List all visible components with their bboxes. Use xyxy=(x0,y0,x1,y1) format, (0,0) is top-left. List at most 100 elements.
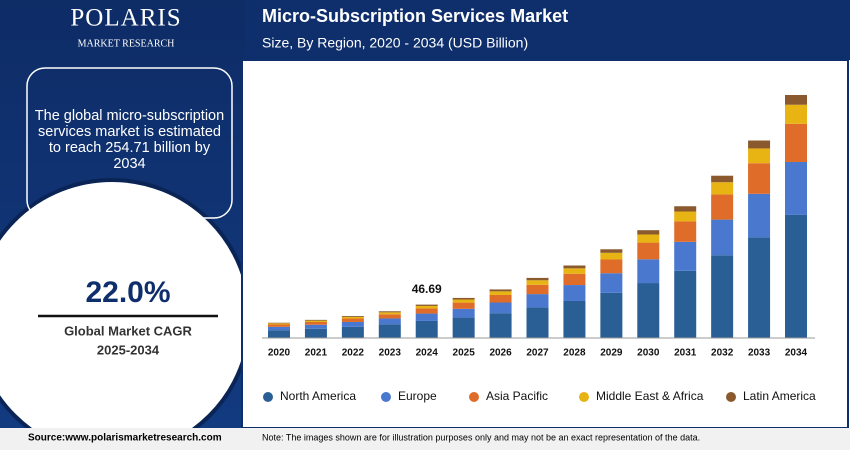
bar-segment xyxy=(304,319,327,321)
cagr-period: 2025-2034 xyxy=(97,342,160,357)
bar-segment xyxy=(526,277,549,281)
legend-label: Europe xyxy=(398,389,437,403)
bar-segment xyxy=(711,182,734,195)
legend-marker xyxy=(469,392,479,402)
bar-segment xyxy=(600,259,623,274)
x-tick-label: 2031 xyxy=(674,348,697,359)
x-tick-label: 2020 xyxy=(268,348,291,359)
legend-marker xyxy=(579,392,589,402)
bar-segment xyxy=(674,270,697,338)
bar-segment xyxy=(711,175,734,183)
bar-segment xyxy=(563,300,586,338)
bar-segment xyxy=(452,299,475,303)
legend-label: Latin America xyxy=(743,389,816,403)
bar-segment xyxy=(748,193,771,238)
bar-segment xyxy=(304,320,327,322)
bar-segment xyxy=(415,313,438,321)
x-tick-label: 2033 xyxy=(748,348,771,359)
bar-segment xyxy=(748,148,771,164)
callout-label: 46.69 xyxy=(412,282,442,296)
x-tick-label: 2021 xyxy=(305,348,328,359)
bar-segment xyxy=(415,308,438,314)
bar-segment xyxy=(268,330,290,338)
bar-segment xyxy=(563,273,586,286)
bar-segment xyxy=(341,326,364,338)
bar-segment xyxy=(452,297,475,300)
bar-segment xyxy=(415,305,438,309)
bar-segment xyxy=(563,268,586,274)
x-tick-label: 2026 xyxy=(489,348,512,359)
x-tick-label: 2023 xyxy=(379,348,402,359)
bar-segment xyxy=(378,312,401,315)
bar-segment xyxy=(415,304,438,306)
legend-label: Middle East & Africa xyxy=(596,389,704,403)
bar-segment xyxy=(268,324,290,327)
bar-segment xyxy=(711,194,734,220)
chart-frame xyxy=(241,59,849,429)
x-tick-label: 2027 xyxy=(526,348,549,359)
bar-segment xyxy=(489,291,512,295)
bar-segment xyxy=(452,302,475,309)
bar-segment xyxy=(526,284,549,295)
bar-segment xyxy=(304,324,327,329)
bar-segment xyxy=(600,292,623,338)
bar-segment xyxy=(268,326,290,331)
bar-segment xyxy=(600,249,623,253)
footer-band xyxy=(0,428,850,450)
x-tick-label: 2030 xyxy=(637,348,660,359)
bar-segment xyxy=(637,259,660,284)
bar-segment xyxy=(600,252,623,260)
legend-label: Asia Pacific xyxy=(486,389,548,403)
bar-segment xyxy=(637,242,660,260)
bar-segment xyxy=(785,95,807,105)
x-tick-label: 2029 xyxy=(600,348,623,359)
bar-segment xyxy=(452,317,475,338)
bar-segment xyxy=(637,230,660,235)
bar-segment xyxy=(563,285,586,301)
bar-segment xyxy=(600,273,623,293)
x-tick-label: 2022 xyxy=(342,348,365,359)
cagr-label: Global Market CAGR xyxy=(64,323,192,338)
bar-segment xyxy=(674,241,697,271)
chart-subtitle: Size, By Region, 2020 - 2034 (USD Billio… xyxy=(262,35,528,51)
bar-segment xyxy=(341,318,364,322)
bar-segment xyxy=(748,163,771,194)
logo-name: POLARIS xyxy=(70,5,181,32)
bar-segment xyxy=(378,311,401,313)
bar-segment xyxy=(341,316,364,317)
bar-segment xyxy=(378,324,401,338)
bar-segment xyxy=(674,221,697,242)
bar-segment xyxy=(378,318,401,325)
bar-segment xyxy=(563,265,586,269)
bar-segment xyxy=(785,161,807,215)
bar-segment xyxy=(341,316,364,319)
summary: The global micro-subscription services m… xyxy=(34,108,225,172)
bar-segment xyxy=(526,294,549,308)
bar-segment xyxy=(711,255,734,338)
bar-segment xyxy=(674,211,697,222)
bar-segment xyxy=(452,308,475,318)
legend-marker xyxy=(263,392,273,402)
note: Note: The images shown are for illustrat… xyxy=(262,432,700,442)
bar-segment xyxy=(637,234,660,243)
bar-segment xyxy=(268,323,290,325)
chart-title: Micro-Subscription Services Market xyxy=(262,6,568,26)
bar-segment xyxy=(304,328,327,338)
bar-segment xyxy=(526,307,549,338)
bar-segment xyxy=(785,123,807,162)
bar-segment xyxy=(785,214,807,338)
bar-segment xyxy=(415,320,438,338)
source: Source:www.polarismarketresearch.com xyxy=(28,433,222,444)
bar-segment xyxy=(711,219,734,256)
bar-segment xyxy=(637,283,660,338)
summary-wrap: The global micro-subscription services m… xyxy=(34,108,225,172)
bar-segment xyxy=(748,140,771,149)
legend-label: North America xyxy=(280,389,356,403)
bar-segment xyxy=(378,314,401,319)
bar-segment xyxy=(341,321,364,327)
bar-segment xyxy=(674,206,697,212)
bar-segment xyxy=(268,322,290,324)
cagr-value: 22.0% xyxy=(85,276,170,309)
bar-segment xyxy=(489,289,512,292)
